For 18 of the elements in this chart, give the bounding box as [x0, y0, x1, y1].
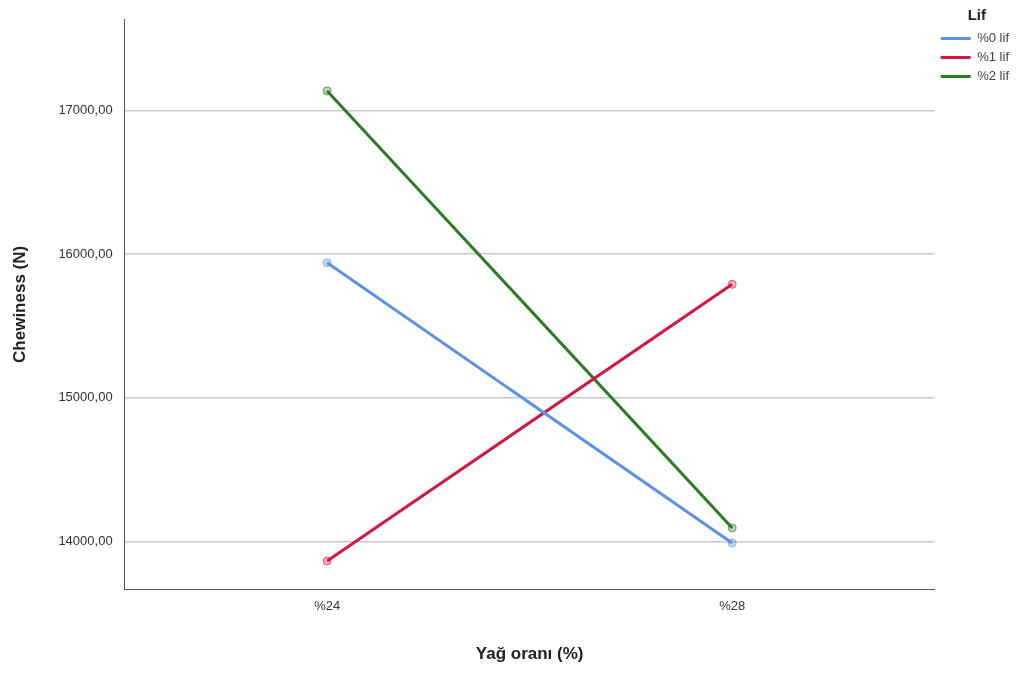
y-tick-label: 14000,00	[58, 533, 113, 549]
x-axis-title: Yağ oranı (%)	[475, 644, 584, 664]
legend-label: %0 lif	[977, 30, 1010, 46]
y-tick-label: 16000,00	[58, 245, 113, 261]
point	[727, 279, 737, 289]
point	[322, 86, 332, 96]
y-tick-label: 15000,00	[58, 389, 113, 405]
y-tick-label: 17000,00	[58, 101, 113, 117]
point	[322, 556, 332, 566]
legend-label: %1 lif	[977, 49, 1010, 65]
x-tick-label: %28	[719, 598, 746, 614]
point	[727, 538, 737, 548]
legend-label: %2 lif	[977, 68, 1010, 84]
y-axis-title: Chewiness (N)	[9, 245, 29, 363]
legend-title: Lif	[967, 5, 988, 23]
x-tick-label: %24	[314, 598, 341, 614]
point	[727, 523, 737, 533]
point	[322, 258, 332, 268]
